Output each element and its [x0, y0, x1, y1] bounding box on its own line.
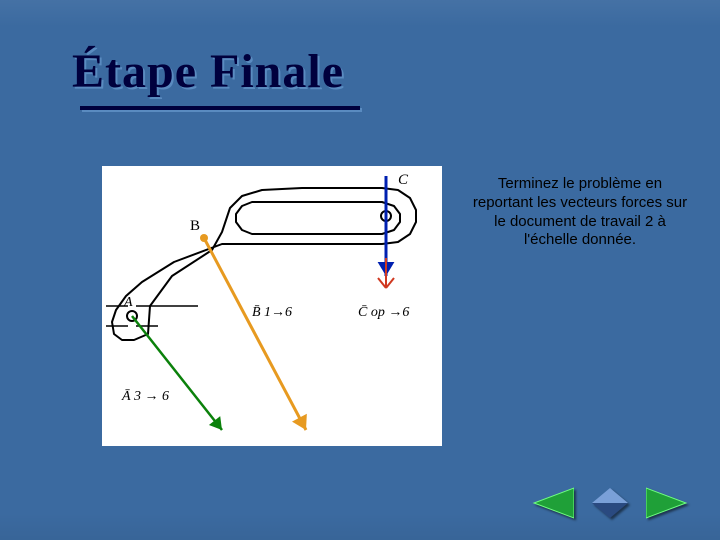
diagram-svg: C B A Ā 3 → 6 B̄ 1→6 C̄ op →6	[102, 166, 442, 446]
diagram-figure: C B A Ā 3 → 6 B̄ 1→6 C̄ op →6	[102, 166, 442, 446]
svg-text:B: B	[190, 218, 200, 234]
svg-text:C: C	[398, 172, 409, 188]
svg-text:A: A	[123, 295, 133, 310]
slide-title: Étape Finale	[72, 44, 344, 99]
nav-controls	[530, 486, 690, 520]
nav-home-button[interactable]	[588, 486, 632, 520]
nav-forward-button[interactable]	[646, 486, 690, 520]
instruction-text: Terminez le problème en reportant les ve…	[470, 175, 690, 250]
svg-text:C̄ op →6: C̄ op →6	[358, 305, 409, 320]
title-underline	[80, 106, 360, 110]
nav-back-button[interactable]	[530, 486, 574, 520]
svg-text:B̄ 1→6: B̄ 1→6	[252, 305, 292, 320]
svg-text:Ā 3 → 6: Ā 3 → 6	[121, 388, 169, 404]
